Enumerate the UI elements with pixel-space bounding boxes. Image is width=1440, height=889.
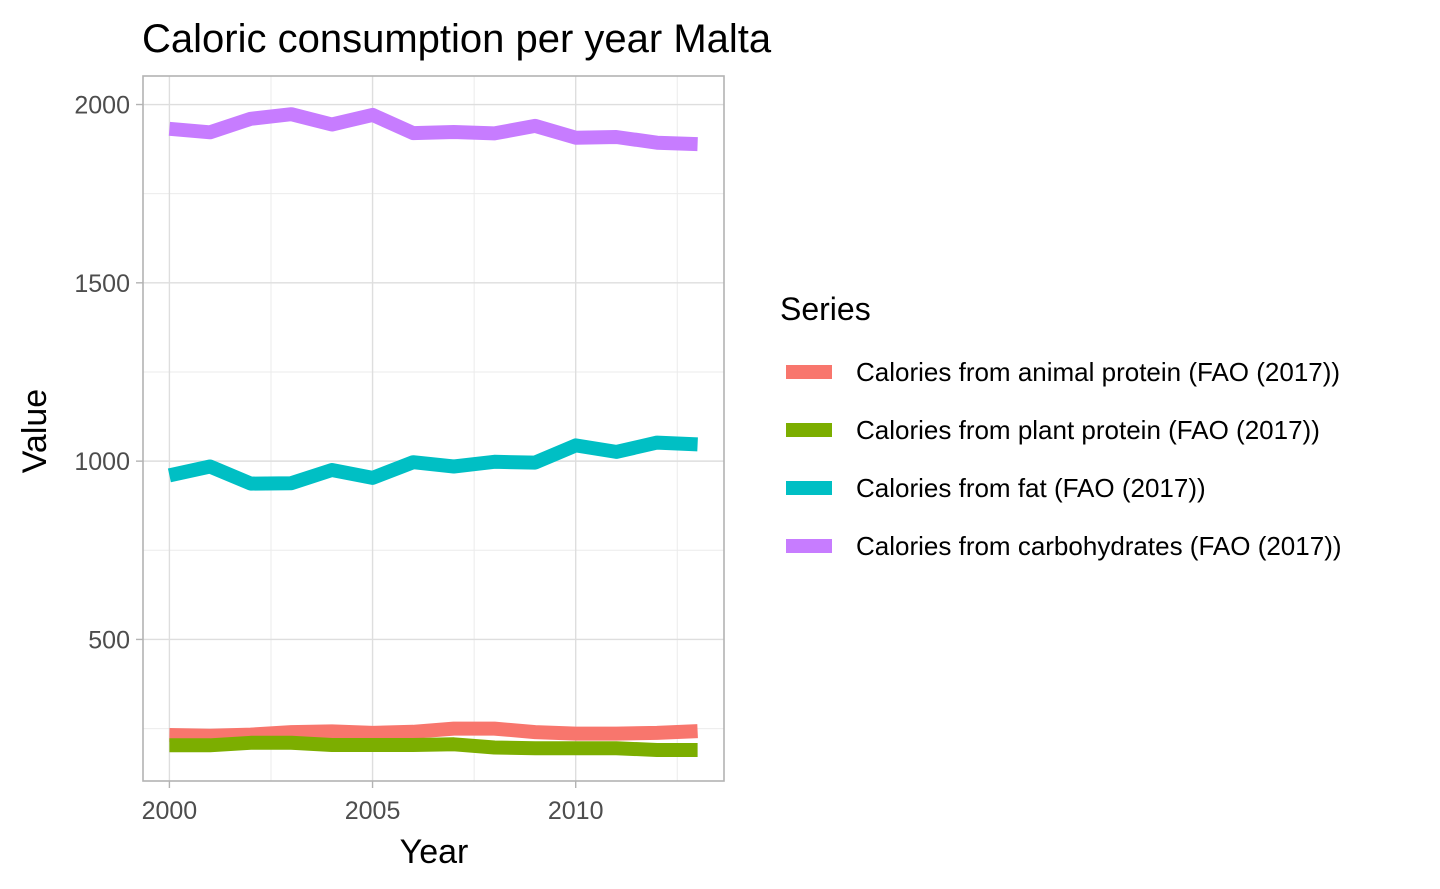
legend-key xyxy=(786,423,832,437)
series-line xyxy=(169,721,698,743)
legend-key xyxy=(786,365,832,379)
legend-label: Calories from carbohydrates (FAO (2017)) xyxy=(856,531,1342,561)
series-lines xyxy=(167,107,698,757)
series-line xyxy=(168,107,698,152)
legend-key xyxy=(786,481,832,495)
legend-label: Calories from plant protein (FAO (2017)) xyxy=(856,415,1320,445)
legend-items: Calories from animal protein (FAO (2017)… xyxy=(786,357,1342,561)
legend-title: Series xyxy=(780,291,871,327)
chart-title: Caloric consumption per year Malta xyxy=(142,17,772,61)
major-gridlines xyxy=(143,76,724,781)
y-axis-title: Value xyxy=(16,389,54,473)
x-tick-label: 2010 xyxy=(548,797,604,825)
y-axis-ticks: 500 1000 1500 2000 xyxy=(74,92,143,654)
minor-gridlines xyxy=(143,76,724,781)
y-tick-label: 1500 xyxy=(74,270,130,298)
series-line xyxy=(169,735,698,757)
x-axis-title: Year xyxy=(400,833,469,871)
legend-label: Calories from fat (FAO (2017)) xyxy=(856,473,1206,503)
legend: Series Calories from animal protein (FAO… xyxy=(780,291,1342,561)
y-tick-label: 2000 xyxy=(74,92,130,120)
plot-panel-border xyxy=(142,75,725,782)
legend-label: Calories from animal protein (FAO (2017)… xyxy=(856,357,1340,387)
legend-key xyxy=(786,539,832,553)
x-tick-label: 2005 xyxy=(345,797,401,825)
series-line xyxy=(167,435,698,491)
x-tick-label: 2000 xyxy=(142,797,198,825)
y-tick-label: 1000 xyxy=(74,448,130,476)
y-tick-label: 500 xyxy=(88,626,130,654)
x-axis-ticks: 2000 2005 2010 xyxy=(142,781,604,825)
